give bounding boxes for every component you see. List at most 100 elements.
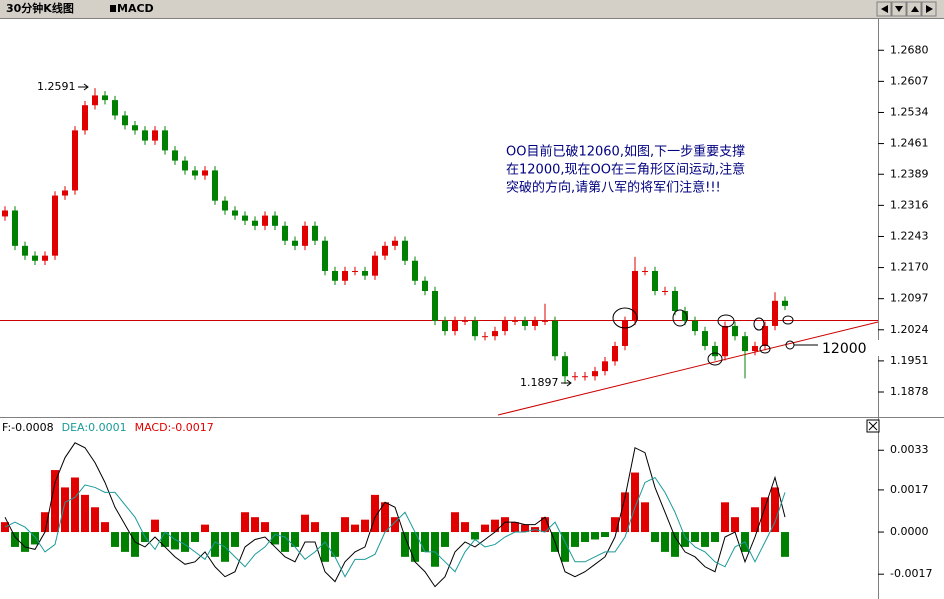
candle-body (112, 100, 118, 116)
candle-body (32, 255, 38, 261)
y-tick-label: 1.2680 (890, 43, 929, 56)
candle-body (502, 320, 508, 332)
note-line: 在12000,现在OO在三角形区间运动,注意 (506, 162, 745, 178)
candle-body (122, 115, 128, 126)
candle-body (292, 240, 298, 246)
candle-body (482, 336, 488, 338)
candle-body (612, 345, 618, 362)
macd-bar (131, 532, 139, 557)
candle-body (242, 215, 248, 221)
candle-body (722, 325, 728, 357)
candle-body (152, 130, 158, 141)
top-bar (0, 0, 944, 18)
y-tick-label: 1.2389 (890, 167, 929, 180)
macd-bar (731, 517, 739, 533)
candle-body (712, 345, 718, 357)
candle-body (272, 215, 278, 226)
macd-bar (121, 532, 129, 552)
y-tick-label: 0.0017 (890, 483, 929, 496)
y-tick-label: 1.2534 (890, 105, 929, 118)
note-line: 突破的方向,请第八军的将军们注意!!! (506, 180, 721, 196)
macd-bar (761, 497, 769, 533)
candle-body (572, 376, 578, 378)
candle-body (532, 320, 538, 326)
candle-body (362, 270, 368, 276)
candle-body (762, 325, 768, 346)
note-line: OO目前已破12060,如图,下一步重要支撑 (506, 144, 745, 160)
candle-body (402, 240, 408, 261)
macd-bar (71, 477, 79, 533)
macd-bar (391, 517, 399, 533)
macd-bar (191, 532, 199, 542)
candle-body (52, 195, 58, 256)
close-icon (868, 421, 878, 431)
macd-bar (711, 532, 719, 542)
macd-bar (341, 517, 349, 533)
macd-bar (401, 532, 409, 557)
candle-body (332, 270, 338, 281)
candle-body (472, 320, 478, 337)
candle-body (372, 255, 378, 276)
candle-body (442, 320, 448, 332)
macd-bar (61, 487, 69, 533)
macd-bar (11, 532, 19, 547)
candle-body (142, 130, 148, 141)
candle-body (342, 270, 348, 281)
macd-bar (701, 532, 709, 547)
readout: F:-0.0008 (2, 421, 54, 434)
candle-body (432, 291, 438, 321)
macd-bar (721, 502, 729, 533)
candle-body (302, 225, 308, 246)
macd-bar (151, 519, 159, 533)
macd-bar (511, 522, 519, 533)
candle-body (702, 331, 708, 346)
macd-bar (771, 487, 779, 533)
candle-body (682, 311, 688, 321)
macd-bar (171, 532, 179, 550)
note-box (503, 140, 786, 235)
macd-bar (581, 532, 589, 542)
y-tick-label: 1.2243 (890, 229, 929, 242)
candle-body (222, 200, 228, 211)
candle-body (662, 291, 668, 293)
candle-body (12, 210, 18, 246)
macd-bar (651, 532, 659, 542)
macd-bar (21, 532, 29, 552)
candle-body (492, 331, 498, 337)
candle-body (772, 300, 778, 326)
y-tick-label: 1.2170 (890, 261, 929, 274)
macd-panel: -0.0017 0.0000 0.0017 0.0033 F:-0.0008 DEA:0.… (1, 421, 932, 588)
y-tick-label: 1.1951 (890, 354, 929, 367)
candle-body (312, 225, 318, 241)
macd-bar (621, 492, 629, 533)
candle-body (282, 225, 288, 241)
candle-body (132, 125, 138, 131)
candle-body (102, 95, 108, 101)
price-panel: 1.1878 1.1951 1.2024 1.2097 1.2170 1.2243 1.23… (2, 43, 929, 398)
macd-bar (461, 522, 469, 533)
window-buttons[interactable] (876, 1, 937, 17)
macd-bar (691, 532, 699, 542)
candle-body (392, 240, 398, 246)
candle-body (692, 320, 698, 332)
candle-body (262, 215, 268, 226)
candle-body (452, 320, 458, 332)
macd-bar (411, 532, 419, 562)
candle-body (742, 336, 748, 352)
candle-body (462, 320, 468, 322)
candle-body (562, 356, 568, 377)
macd-bar (91, 507, 99, 533)
macd-bar (601, 532, 609, 538)
candle-body (62, 190, 68, 196)
macd-bar (781, 532, 789, 557)
candle-body (732, 325, 738, 337)
macd-bar (451, 512, 459, 533)
macd-bar (501, 517, 509, 533)
candle-body (232, 210, 238, 216)
candle-body (412, 260, 418, 281)
y-tick-label: -0.0017 (890, 567, 932, 580)
macd-bar (241, 512, 249, 533)
chart-title: 30分钟K线图 (6, 1, 74, 15)
macd-bar (211, 532, 219, 557)
macd-bar (441, 532, 449, 547)
